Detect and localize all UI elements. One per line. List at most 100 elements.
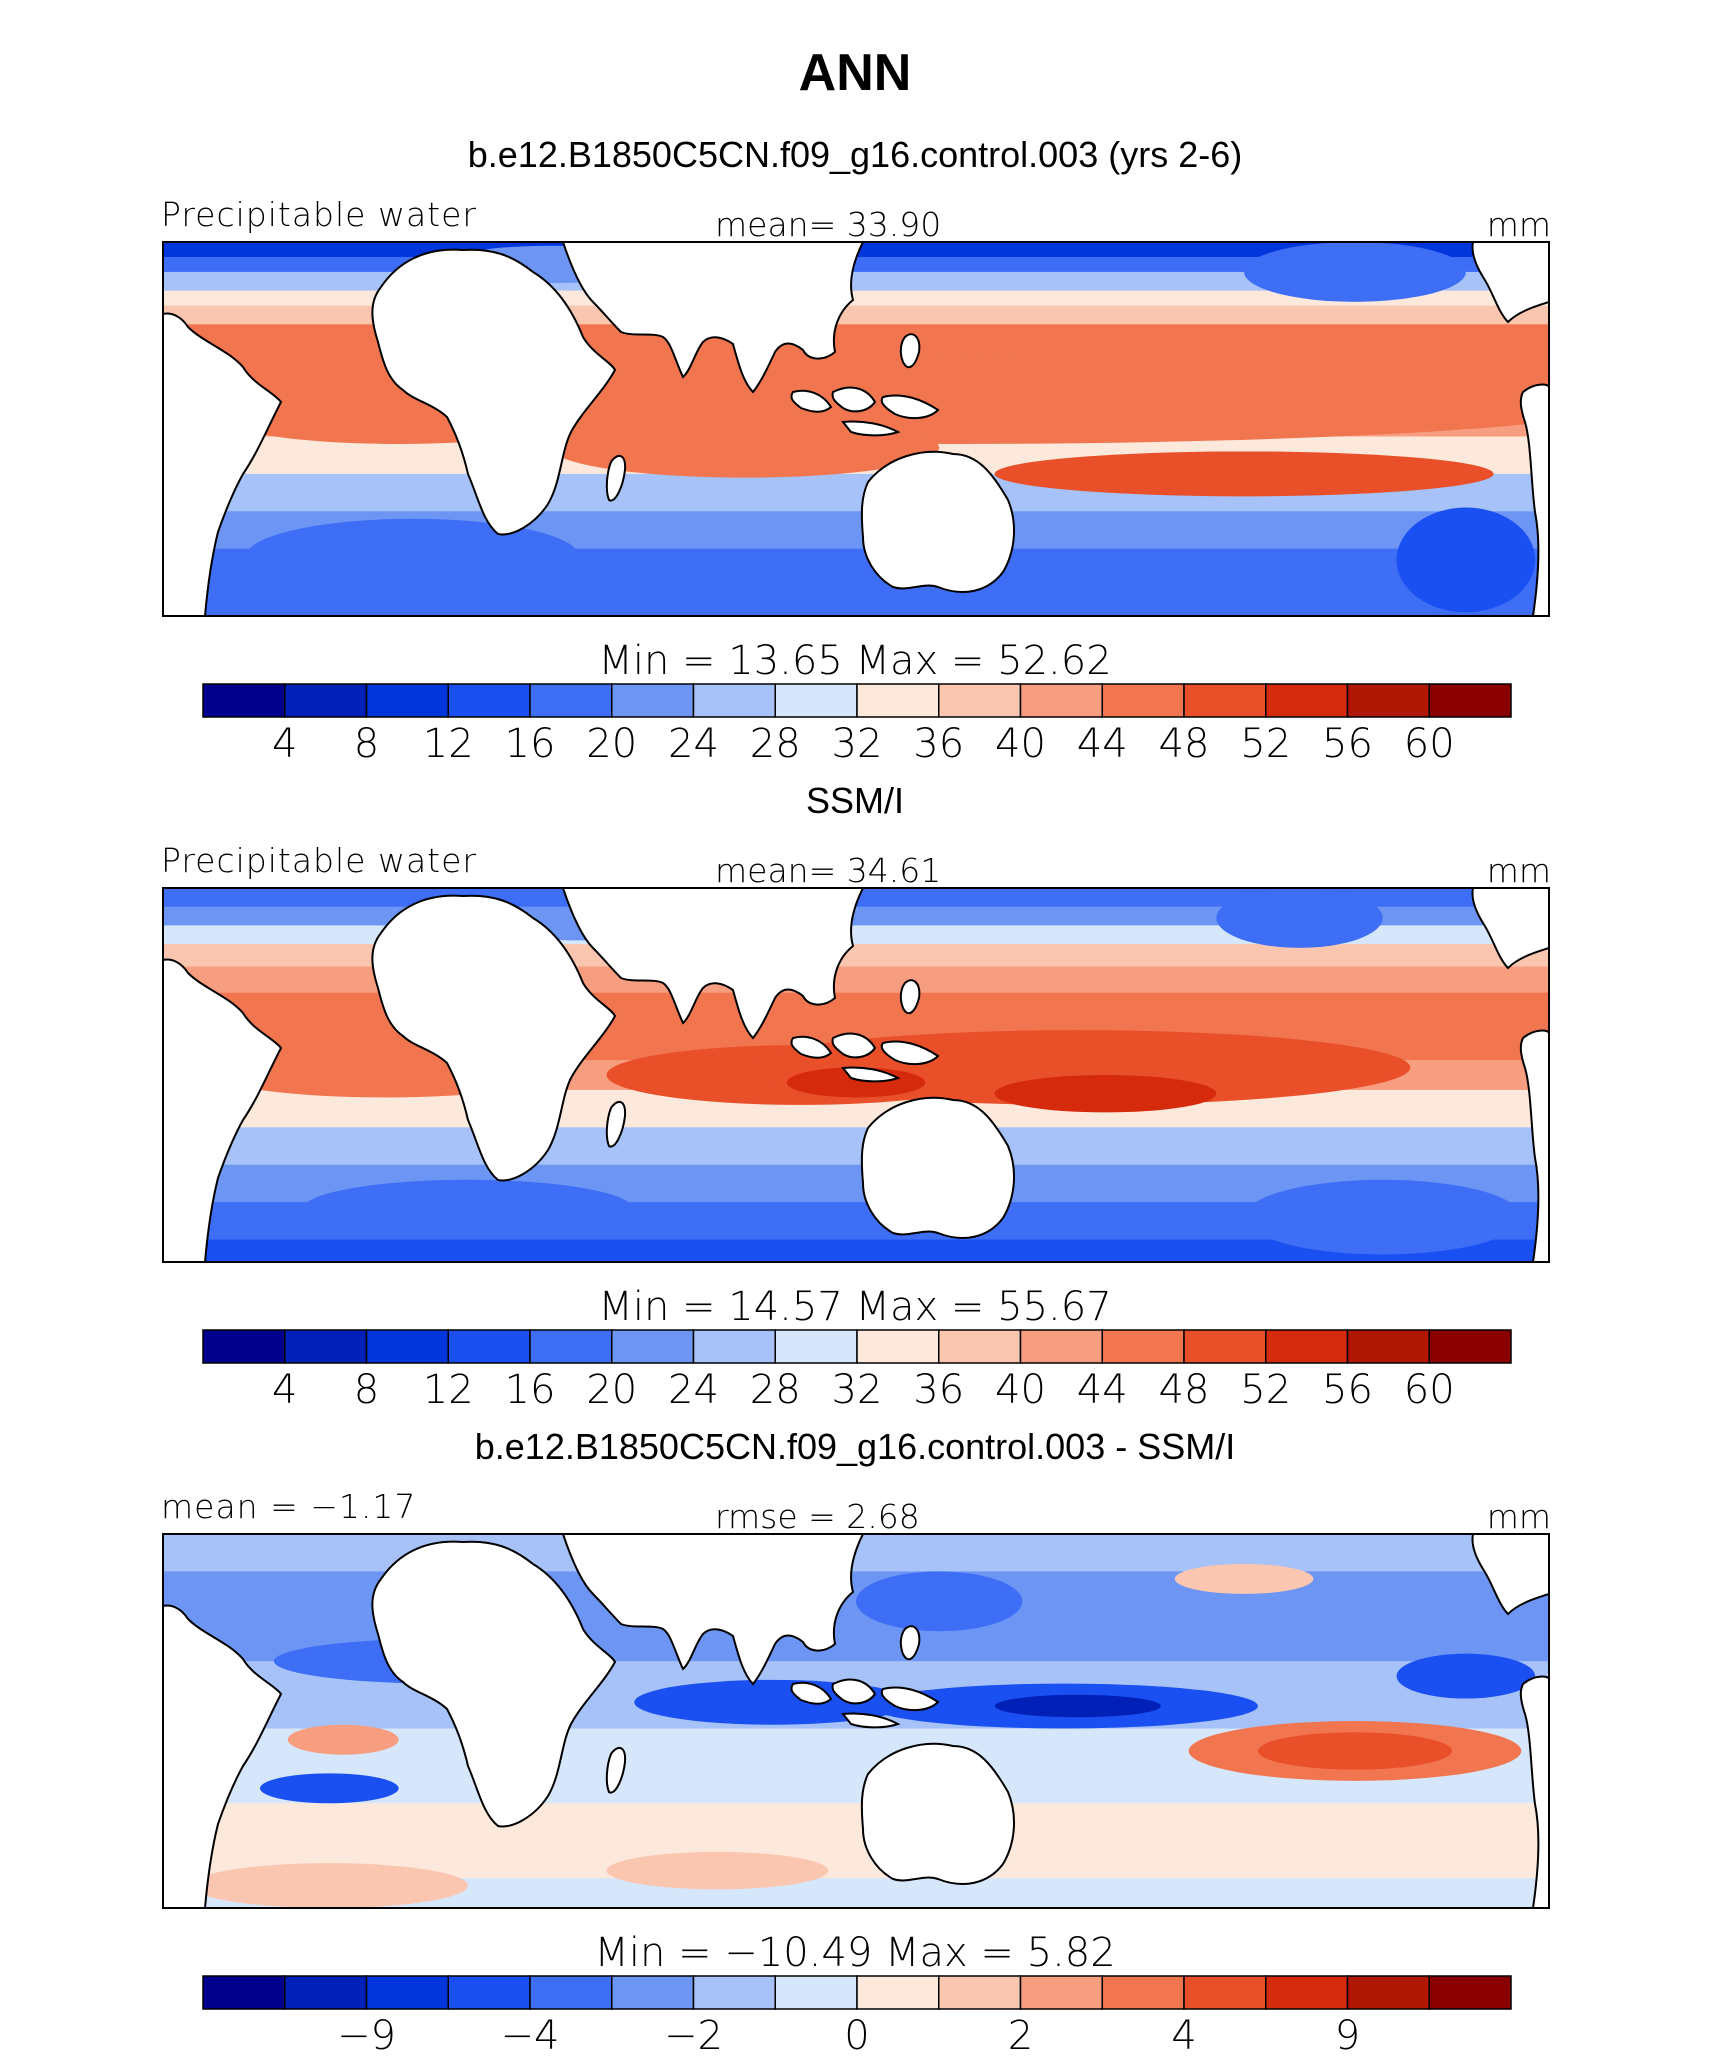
colorbar-swatch [447, 1975, 531, 2010]
units-label: mm [1487, 205, 1551, 244]
colorbar-tick-label: 28 [750, 721, 801, 767]
colorbar-swatch [856, 1329, 940, 1364]
units-label: mm [1487, 851, 1551, 890]
colorbar-swatch [202, 1975, 286, 2010]
contour-band [163, 966, 1549, 994]
contour-band [163, 944, 1549, 968]
contour-region [301, 1179, 635, 1240]
colorbar-swatch [1265, 683, 1349, 718]
colorbar-tick-label: 56 [1322, 1367, 1373, 1413]
colorbar-swatch [692, 683, 776, 718]
units-label: mm [1487, 1497, 1551, 1536]
contour-region [190, 1863, 468, 1908]
colorbar-tick-label: 4 [1171, 2013, 1196, 2059]
colorbar-swatch [284, 1329, 368, 1364]
colorbar-swatch [365, 683, 449, 718]
colorbar-tick-label: 32 [832, 721, 883, 767]
contour-band [163, 1571, 1549, 1618]
contour-region [994, 451, 1494, 497]
colorbar-swatch [1101, 1975, 1185, 2010]
colorbar-tick-label: 28 [750, 1367, 801, 1413]
colorbar-swatch [202, 683, 286, 718]
colorbar-tick-label: 12 [423, 1367, 474, 1413]
contour-region [856, 1571, 1023, 1632]
contour-region [287, 1724, 399, 1755]
colorbar-tick-label: 60 [1404, 721, 1455, 767]
colorbar-swatch [692, 1975, 776, 2010]
colorbar-tick-label: 4 [272, 721, 297, 767]
contour-region [1396, 1653, 1536, 1699]
contour-region [1216, 888, 1383, 948]
colorbar-swatch [1101, 1329, 1185, 1364]
colorbar-swatch [529, 1975, 613, 2010]
min-max-label: Min = 14.57 Max = 55.67 [598, 1284, 1111, 1330]
colorbar-swatch [856, 683, 940, 718]
colorbar-tick-label: 0 [844, 2013, 869, 2059]
colorbar-swatch [1265, 1975, 1349, 2010]
colorbar-swatch [1346, 1329, 1430, 1364]
contour-region [1244, 1179, 1522, 1255]
colorbar-swatch [611, 1329, 695, 1364]
colorbar-tick-label: 4 [272, 1367, 297, 1413]
contour-region [246, 518, 579, 594]
colorbar-swatch [1183, 683, 1267, 718]
colorbar-tick-label: 44 [1077, 1367, 1128, 1413]
colorbar-tick-label: 56 [1322, 721, 1373, 767]
contour-region [1244, 242, 1466, 302]
panel-center-label: mean= 33.90 [715, 205, 941, 244]
colorbar-tick-label: 16 [505, 721, 556, 767]
panel-left-label: Precipitable water [161, 195, 477, 234]
colorbar-swatch [856, 1975, 940, 2010]
panel-center-label: rmse = 2.68 [715, 1497, 920, 1536]
colorbar-tick-label: 32 [832, 1367, 883, 1413]
colorbar-tick-label: 2 [1008, 2013, 1033, 2059]
colorbar-swatch [611, 683, 695, 718]
colorbar-tick-label: 24 [668, 1367, 719, 1413]
contour-band [163, 324, 1549, 356]
contour-band [163, 1803, 1549, 1842]
colorbar: −9 −4 −2 0 2 4 9 [202, 1975, 1512, 2059]
contour-region [551, 417, 940, 478]
colorbar-swatch [529, 1329, 613, 1364]
colorbar-tick-label: −9 [337, 2013, 396, 2059]
colorbar-swatch [1183, 1975, 1267, 2010]
colorbar-swatch [611, 1975, 695, 2010]
contour-band [163, 992, 1549, 1032]
contour-region [606, 1851, 829, 1890]
colorbar-tick-label: 12 [423, 721, 474, 767]
colorbar-swatch [284, 1975, 368, 2010]
colorbar-swatch [1183, 1329, 1267, 1364]
colorbar-swatch [938, 683, 1022, 718]
contour-region [523, 556, 801, 602]
colorbar: 4 8 12 16 20 24 28 32 36 40 44 48 52 56 60 [202, 1329, 1512, 1413]
colorbar-tick-label: 9 [1335, 2013, 1360, 2059]
colorbar-swatch [1346, 683, 1430, 718]
panel-center-label: mean= 34.61 [715, 851, 941, 890]
colorbar-tick-label: 52 [1240, 1367, 1291, 1413]
panel-heading: b.e12.B1850C5CN.f09_g16.control.003 - SS… [475, 1426, 1235, 1467]
colorbar-tick-label: 8 [354, 721, 379, 767]
colorbar-swatch [1265, 1329, 1349, 1364]
colorbar-tick-label: 24 [668, 721, 719, 767]
contour-map [163, 242, 1549, 616]
panel-3: b.e12.B1850C5CN.f09_g16.control.003 - SS… [161, 1426, 1551, 2059]
colorbar-tick-label: 48 [1159, 721, 1210, 767]
contour-map [163, 888, 1549, 1262]
map-frame [162, 887, 1550, 1263]
colorbar-tick-label: 20 [586, 721, 637, 767]
colorbar-swatch [284, 683, 368, 718]
contour-region [994, 1075, 1217, 1113]
colorbar-tick-label: 8 [354, 1367, 379, 1413]
colorbar-tick-label: 40 [995, 721, 1046, 767]
panel-2: SSM/I Precipitable water mean= 34.61 mm Min … [161, 780, 1551, 1413]
colorbar-tick-label: 52 [1240, 721, 1291, 767]
map-frame [162, 1533, 1550, 1909]
colorbar: 4 8 12 16 20 24 28 32 36 40 44 48 52 56 60 [202, 683, 1512, 767]
colorbar-swatch [774, 1329, 858, 1364]
panel-left-label: mean = −1.17 [161, 1487, 416, 1526]
map-frame [162, 241, 1550, 617]
colorbar-swatch [774, 1975, 858, 2010]
panel-left-label: Precipitable water [161, 841, 477, 880]
colorbar-swatch [1428, 1329, 1512, 1364]
